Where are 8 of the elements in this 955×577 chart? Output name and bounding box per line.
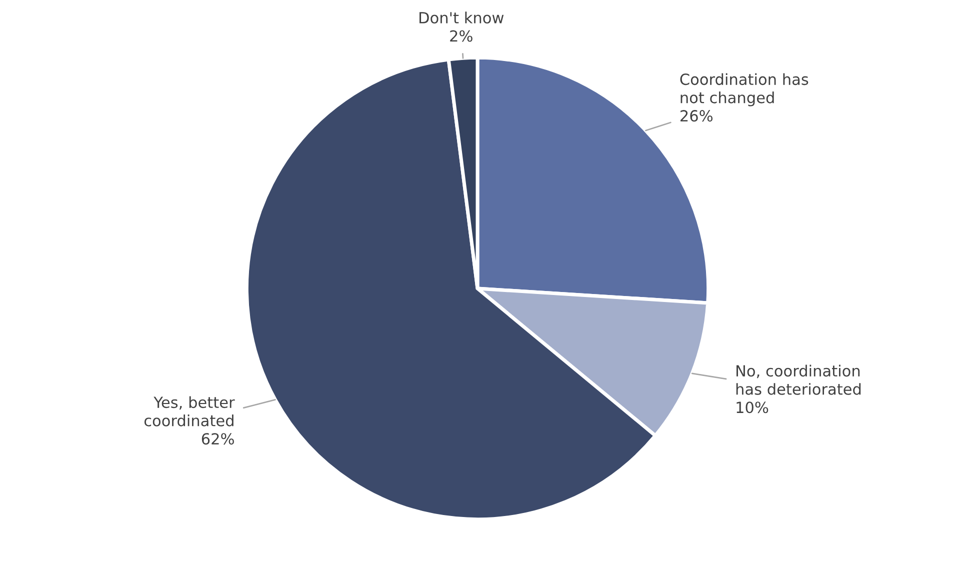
- slice-label: Yes, better coordinated: [144, 396, 235, 426]
- data-label: 62%: [202, 433, 234, 445]
- data-label: 2%: [450, 30, 472, 42]
- slice-label: Don't know: [420, 12, 504, 24]
- slice-label: No, coordination has deteriorated: [736, 364, 861, 395]
- data-label: 26%: [680, 110, 713, 122]
- slice-label: Coordination has not changed: [680, 73, 808, 106]
- data-label: 10%: [736, 402, 768, 414]
